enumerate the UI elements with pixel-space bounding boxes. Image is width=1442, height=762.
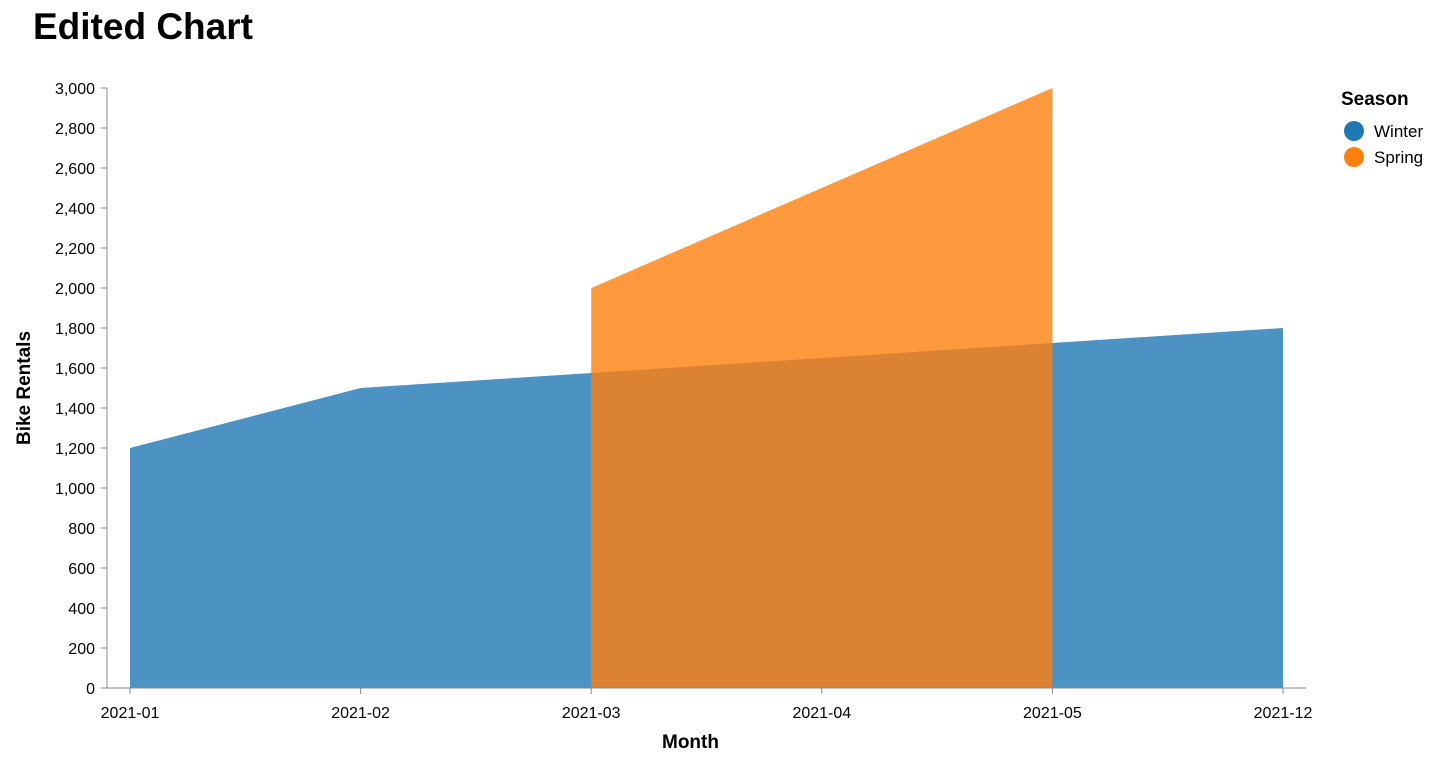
y-tick-label: 0	[86, 681, 95, 698]
series-areas	[130, 88, 1283, 688]
x-tick-label: 2021-01	[101, 705, 160, 722]
y-tick-label: 1,600	[55, 361, 95, 378]
y-tick-label: 400	[68, 601, 95, 618]
x-tick-label: 2021-03	[562, 705, 621, 722]
y-axis-title: Bike Rentals	[14, 331, 35, 445]
y-tick-label: 3,000	[55, 81, 95, 98]
y-tick-label: 2,600	[55, 161, 95, 178]
y-tick-label: 1,400	[55, 401, 95, 418]
y-tick-label: 1,000	[55, 481, 95, 498]
area-spring	[591, 88, 1053, 688]
chart-title: Edited Chart	[33, 6, 253, 47]
legend: Season Winter Spring	[1341, 89, 1423, 167]
x-axis: 2021-01 2021-02 2021-03 2021-04 2021-05 2021-…	[101, 687, 1313, 722]
x-tick-label: 2021-12	[1254, 705, 1313, 722]
y-tick-label: 2,200	[55, 241, 95, 258]
legend-label-winter: Winter	[1374, 122, 1423, 141]
y-tick-label: 1,200	[55, 441, 95, 458]
y-tick-label: 2,000	[55, 281, 95, 298]
y-tick-label: 2,400	[55, 201, 95, 218]
y-axis: 0 200 400 600 800 1,000 1,200 1,400 1,600 1,800 2,…	[55, 81, 108, 698]
legend-swatch-spring	[1344, 147, 1364, 167]
x-tick-label: 2021-05	[1023, 705, 1082, 722]
legend-title: Season	[1341, 89, 1409, 110]
y-tick-label: 800	[68, 521, 95, 538]
y-tick-label: 1,800	[55, 321, 95, 338]
x-tick-label: 2021-02	[331, 705, 390, 722]
y-tick-label: 2,800	[55, 121, 95, 138]
legend-swatch-winter	[1344, 121, 1364, 141]
y-tick-label: 200	[68, 641, 95, 658]
x-axis-title: Month	[662, 732, 719, 753]
legend-label-spring: Spring	[1374, 148, 1423, 167]
x-tick-label: 2021-04	[792, 705, 851, 722]
y-tick-label: 600	[68, 561, 95, 578]
